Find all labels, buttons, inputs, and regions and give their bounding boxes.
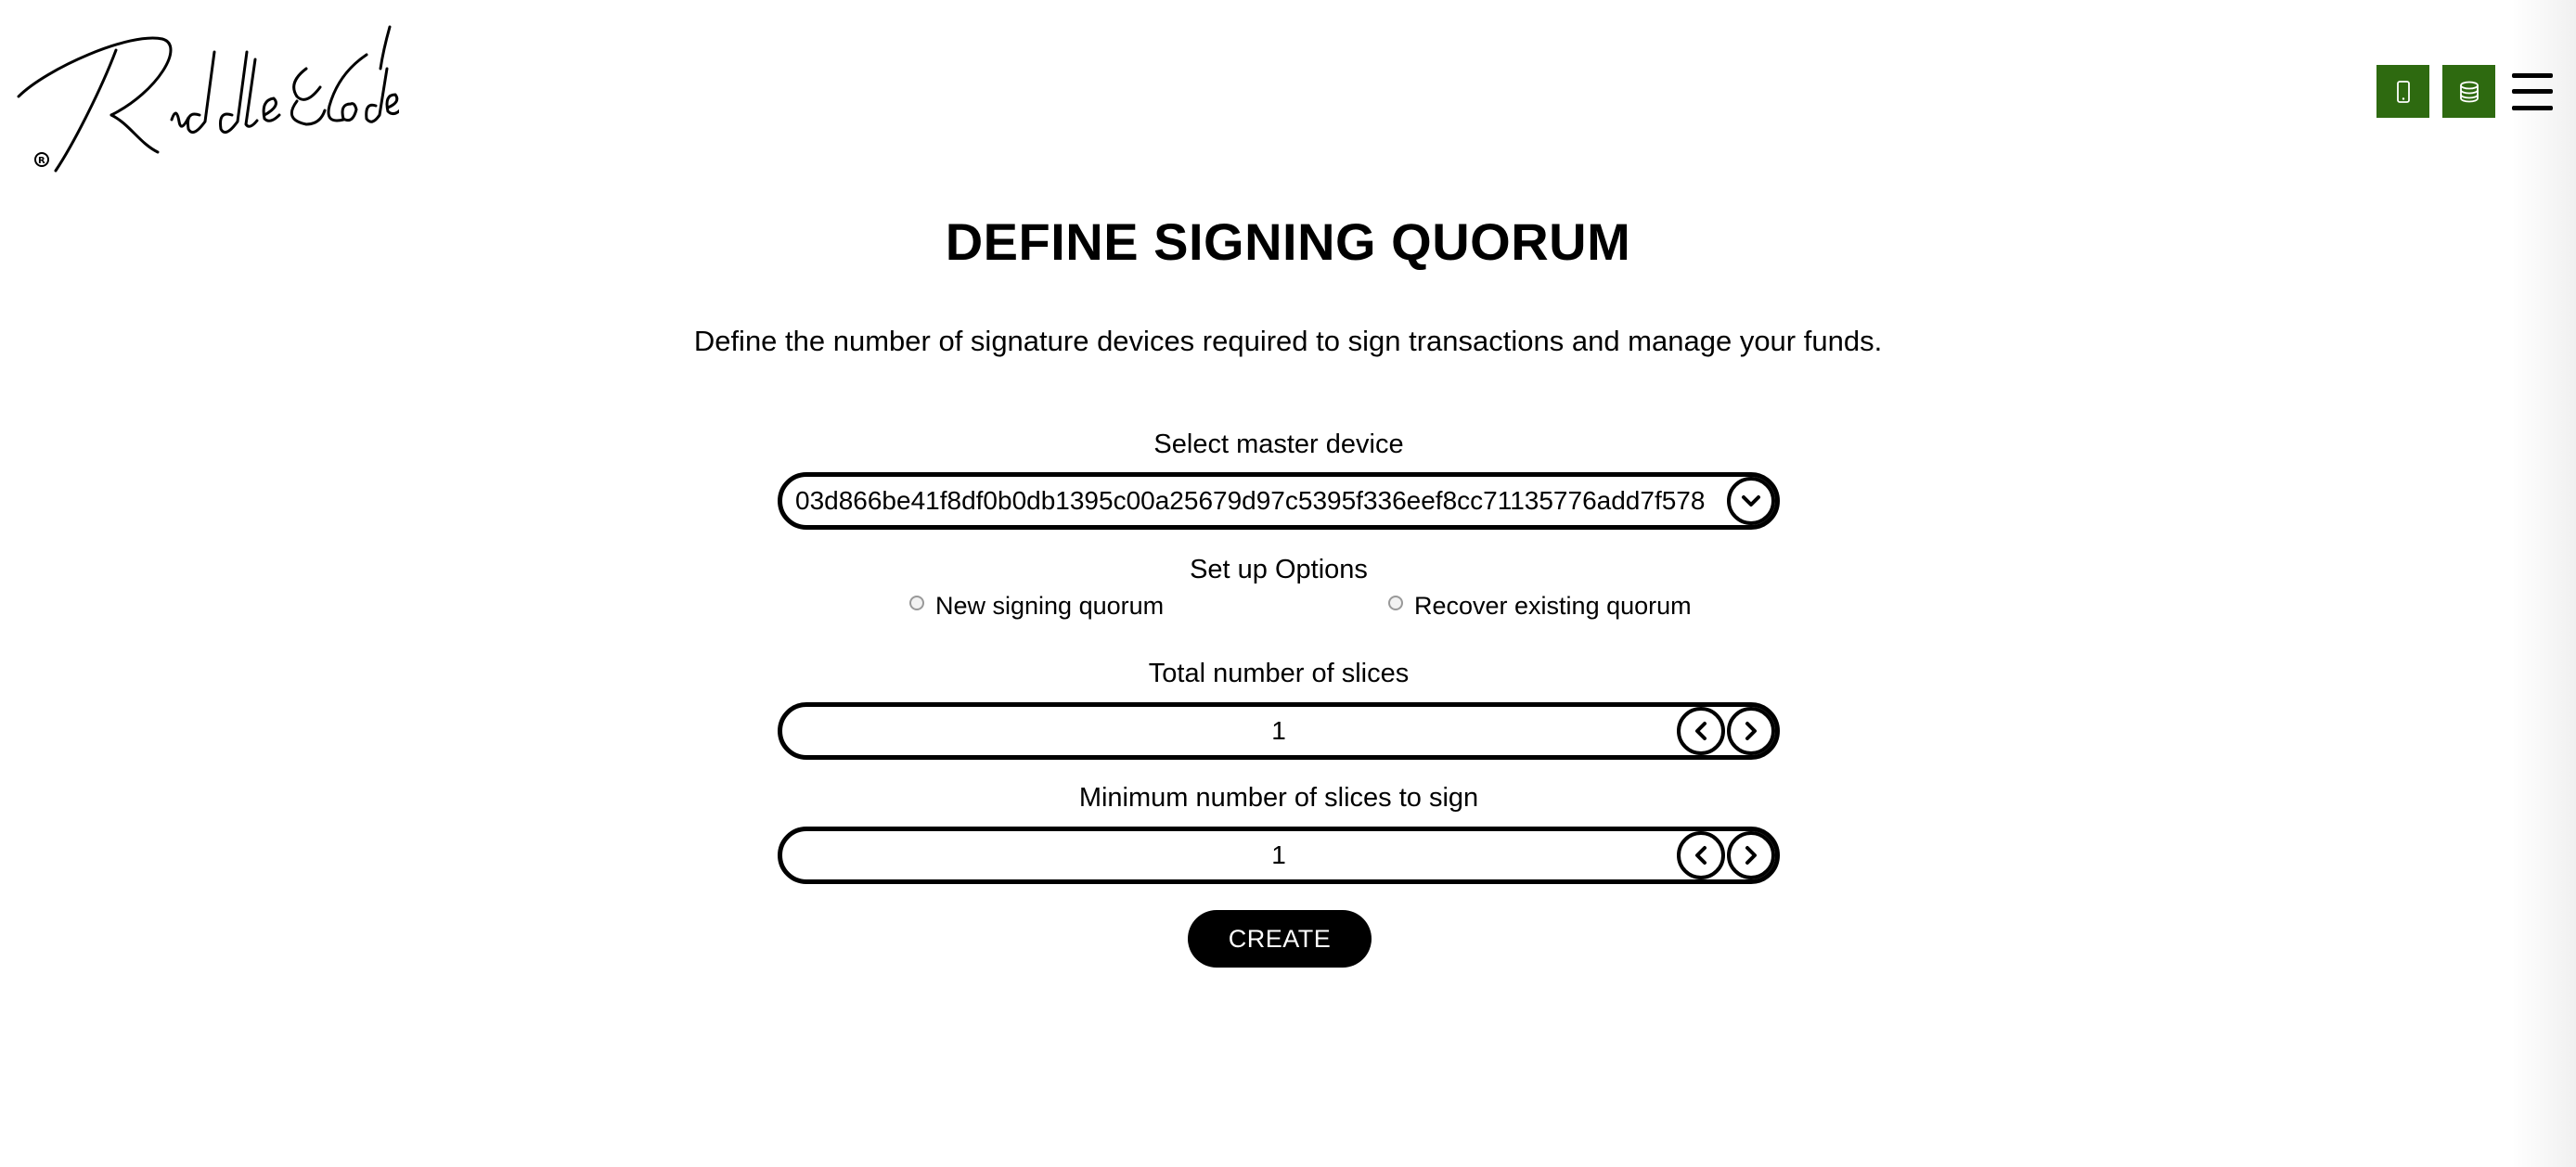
master-device-label: Select master device [1153, 430, 1404, 459]
signature-logo: R [17, 25, 399, 173]
chevron-right-icon [1745, 722, 1757, 740]
header-actions [2376, 65, 2553, 118]
svg-text:R: R [38, 156, 45, 166]
chevron-left-icon [1695, 722, 1707, 740]
chevron-down-icon [1742, 495, 1760, 507]
database-icon [2459, 81, 2479, 102]
hamburger-menu-icon[interactable] [2512, 71, 2553, 112]
total-slices-section: Total number of slices 1 [778, 659, 1780, 760]
option-new-signing-quorum[interactable]: New signing quorum [909, 592, 1164, 621]
setup-options-section: Set up Options [778, 555, 1780, 585]
hamburger-line [2512, 89, 2553, 94]
min-slices-label: Minimum number of slices to sign [1078, 783, 1479, 813]
page-edge-shadow [2511, 0, 2576, 1167]
devices-button[interactable] [2376, 65, 2429, 118]
hamburger-line [2512, 72, 2553, 78]
create-button[interactable]: CREATE [1188, 910, 1372, 968]
hamburger-line [2512, 105, 2553, 110]
page-subtitle: Define the number of signature devices r… [693, 325, 1883, 357]
min-slices-decrement-button[interactable] [1677, 831, 1725, 879]
master-device-select[interactable]: 03d866be41f8df0b0db1395c00a25679d97c5395… [778, 472, 1780, 530]
page-title: DEFINE SIGNING QUORUM [945, 212, 1631, 271]
total-slices-label: Total number of slices [1148, 659, 1410, 688]
setup-options-group: New signing quorum Recover existing quor… [778, 592, 1780, 629]
chevron-right-icon [1745, 846, 1757, 865]
master-device-dropdown-button[interactable] [1727, 477, 1775, 525]
database-button[interactable] [2442, 65, 2495, 118]
min-slices-stepper[interactable]: 1 [778, 827, 1780, 884]
option-recover-existing-quorum[interactable]: Recover existing quorum [1388, 592, 1692, 621]
option-recover-existing-quorum-label: Recover existing quorum [1414, 592, 1692, 620]
total-slices-decrement-button[interactable] [1677, 707, 1725, 755]
radio-recover-existing-quorum[interactable] [1388, 596, 1403, 610]
option-new-signing-quorum-label: New signing quorum [935, 592, 1165, 620]
setup-options-label: Set up Options [1190, 555, 1368, 584]
master-device-section: Select master device 03d866be41f8df0b0db… [778, 430, 1780, 530]
min-slices-increment-button[interactable] [1727, 831, 1775, 879]
total-slices-stepper[interactable]: 1 [778, 702, 1780, 760]
master-device-value: 03d866be41f8df0b0db1395c00a25679d97c5395… [795, 486, 1706, 515]
chevron-left-icon [1695, 846, 1707, 865]
mobile-phone-icon [2396, 80, 2410, 103]
radio-new-signing-quorum[interactable] [909, 596, 924, 610]
total-slices-value: 1 [1271, 716, 1286, 745]
brand-logo[interactable]: R [9, 13, 399, 180]
min-slices-value: 1 [1271, 840, 1286, 869]
min-slices-section: Minimum number of slices to sign 1 [778, 783, 1780, 884]
total-slices-increment-button[interactable] [1727, 707, 1775, 755]
